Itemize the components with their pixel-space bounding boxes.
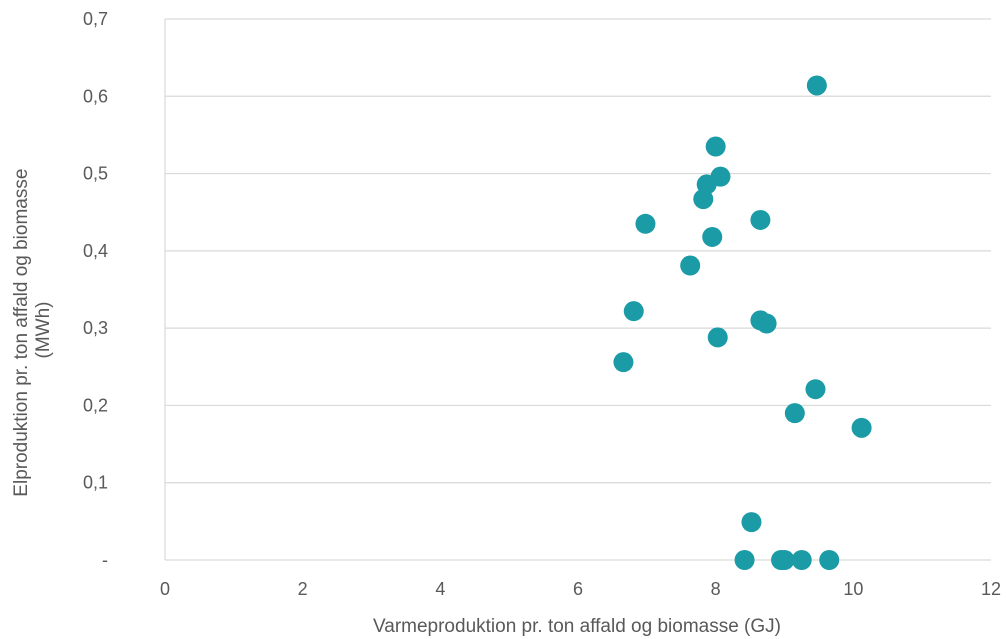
data-point xyxy=(734,550,755,570)
data-point xyxy=(819,550,840,570)
x-tick-label: 12 xyxy=(981,579,1001,599)
y-tick-label: 0,3 xyxy=(83,318,108,338)
x-tick-label: 10 xyxy=(843,579,863,599)
y-tick-label: 0,2 xyxy=(83,395,108,415)
x-tick-label: 4 xyxy=(435,579,445,599)
data-point xyxy=(741,512,762,533)
gridlines xyxy=(165,18,991,484)
data-point xyxy=(851,417,872,438)
y-tick-label: 0,4 xyxy=(83,241,108,261)
axes xyxy=(164,19,991,561)
data-point xyxy=(635,213,656,234)
data-point xyxy=(707,327,728,348)
y-tick-label: 0,6 xyxy=(83,86,108,106)
y-tick-label: 0,7 xyxy=(83,9,108,29)
data-point xyxy=(693,189,714,210)
y-axis-title-line-2: (MWh) xyxy=(33,302,54,359)
data-point xyxy=(623,301,644,322)
x-tick-label: 2 xyxy=(298,579,308,599)
data-point xyxy=(702,226,723,247)
data-point xyxy=(784,403,805,424)
x-tick-label: 6 xyxy=(573,579,583,599)
data-point xyxy=(750,209,771,230)
x-tick-label: 0 xyxy=(160,579,170,599)
data-point xyxy=(774,550,795,570)
data-points xyxy=(613,75,872,570)
data-point xyxy=(613,352,634,373)
data-point xyxy=(756,313,777,334)
data-point xyxy=(806,75,827,96)
y-axis-title: Elproduktion pr. ton affald og biomasse … xyxy=(11,163,54,496)
x-axis-title: Varmeproduktion pr. ton affald og biomas… xyxy=(373,616,781,637)
x-tick-label: 8 xyxy=(711,579,721,599)
y-tick-label: 0,1 xyxy=(83,473,108,493)
data-point xyxy=(805,379,826,400)
y-tick-label: - xyxy=(102,550,108,570)
data-point xyxy=(705,136,726,157)
y-tick-label: 0,5 xyxy=(83,164,108,184)
y-tick-labels: - 0,1 0,2 0,3 0,4 0,5 0,6 0,7 xyxy=(83,9,108,570)
data-point xyxy=(791,550,812,570)
x-tick-labels: 0 2 4 6 8 10 12 xyxy=(160,579,1001,599)
data-point xyxy=(680,255,701,276)
y-axis-title-line-1: Elproduktion pr. ton affald og biomasse xyxy=(11,169,32,497)
